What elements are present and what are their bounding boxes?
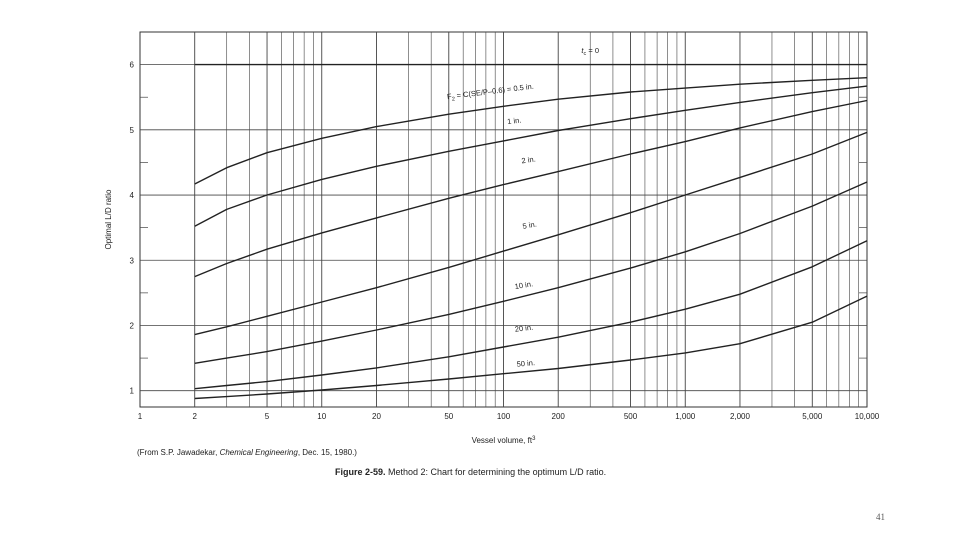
series-label-0: tc = 0 [581,46,599,57]
series-line-5 [194,181,868,364]
y-tick-label: 1 [130,387,135,396]
x-tick-label: 1,000 [675,412,696,421]
x-tick-label: 200 [552,412,566,421]
y-tick-label: 6 [130,61,135,70]
y-tick-label: 3 [130,256,135,265]
x-tick-label: 500 [624,412,638,421]
source-note-journal: Chemical Engineering [219,448,298,457]
x-tick-label: 10 [317,412,326,421]
figure-caption: Figure 2-59. Method 2: Chart for determi… [335,467,606,477]
y-tick-label: 5 [130,126,135,135]
page-number: 41 [876,512,885,522]
series-label-3: 2 in. [521,155,536,166]
series-line-6 [194,240,868,390]
series-label-7: 50 in. [516,358,535,369]
series-line-7 [194,295,868,400]
source-note-pre: (From S.P. Jawadekar, [137,448,220,457]
x-tick-label: 2,000 [730,412,751,421]
series-label-2: 1 in. [507,115,522,126]
figure-caption-label: Figure 2-59. [335,467,386,477]
x-tick-label: 100 [497,412,511,421]
x-tick-label: 50 [444,412,453,421]
series-label-6: 20 in. [514,323,533,334]
series-label-1: F2 = C(SE/P–0.6) = 0.5 in. [446,82,534,104]
source-note-post: , Dec. 15, 1980.) [297,448,357,457]
x-tick-label: 2 [192,412,197,421]
y-tick-label: 4 [130,191,135,200]
series-line-4 [194,131,868,336]
series-line-3 [194,99,868,278]
y-axis-title: Optimal L/D ratio [104,189,113,250]
series-label-4: 5 in. [522,220,538,231]
x-tick-label: 5 [265,412,270,421]
x-tick-label: 10,000 [855,412,880,421]
x-tick-label: 20 [372,412,381,421]
figure-caption-text: Method 2: Chart for determining the opti… [385,467,607,477]
series-line-1 [194,77,868,185]
x-axis-title: Vessel volume, ft3 [472,436,536,445]
source-note: (From S.P. Jawadekar, Chemical Engineeri… [137,448,357,457]
y-tick-label: 2 [130,321,135,330]
series-label-5: 10 in. [514,279,534,291]
x-tick-label: 1 [138,412,143,421]
series-line-2 [194,85,868,227]
x-tick-label: 5,000 [802,412,823,421]
